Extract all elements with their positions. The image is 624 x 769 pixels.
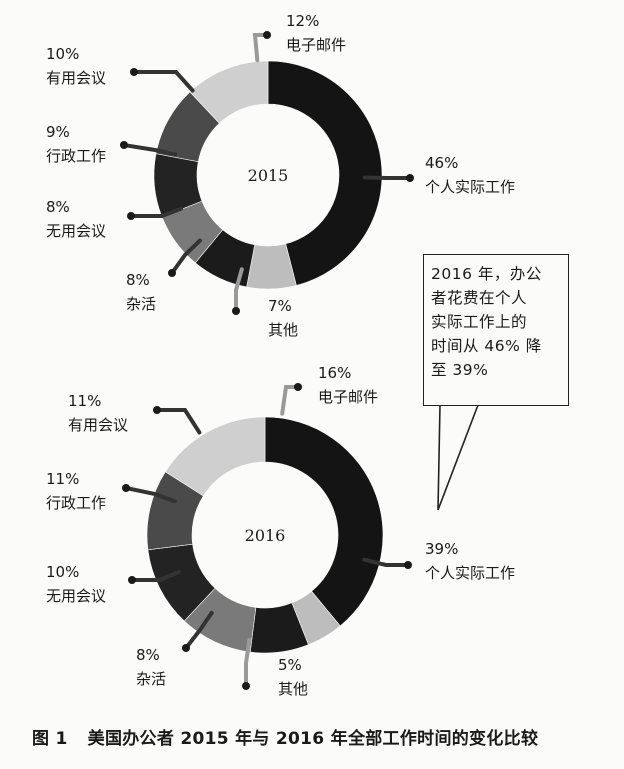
donut-slice	[164, 416, 266, 497]
donut-center-label: 2016	[245, 526, 286, 545]
callout-line: 时间从 46% 降	[431, 337, 542, 355]
callout-box: 2016 年，办公 者花费在个人 实际工作上的 时间从 46% 降 至 39%	[423, 254, 569, 406]
donut-slice	[264, 416, 384, 627]
slice-percent-label: 9%	[46, 123, 70, 141]
donut-charts: 2015 46% 个人实际工作 7% 其他 8% 杂活 8% 无用会议 9% 行政工作 10% 有用会议…	[46, 12, 515, 698]
slice-percent-label: 8%	[136, 646, 160, 664]
leader-line	[132, 70, 195, 93]
slice-percent-label: 10%	[46, 45, 79, 63]
slice-category-label: 无用会议	[46, 587, 106, 605]
leader-line	[244, 638, 252, 688]
leader-line	[362, 557, 410, 567]
leader-line	[155, 408, 202, 435]
slice-category-label: 杂活	[136, 670, 166, 688]
slice-category-label: 有用会议	[46, 69, 106, 87]
slice-percent-label: 11%	[46, 470, 79, 488]
slice-category-label: 行政工作	[46, 147, 106, 165]
leader-dot	[406, 174, 414, 182]
donut-slice	[189, 60, 269, 124]
leader-dot	[232, 307, 240, 315]
leader-dot	[153, 406, 161, 414]
slice-percent-label: 5%	[278, 656, 302, 674]
callout-line: 至 39%	[431, 361, 489, 379]
leader-line	[184, 610, 214, 650]
slice-percent-label: 16%	[318, 364, 351, 382]
slice-category-label: 电子邮件	[286, 36, 346, 54]
figure-caption: 图 1 美国办公者 2015 年与 2016 年全部工作时间的变化比较	[32, 724, 612, 749]
leader-line	[170, 238, 202, 275]
leader-dot	[168, 269, 176, 277]
leader-line	[234, 267, 244, 313]
slice-percent-label: 10%	[46, 563, 79, 581]
figure-number: 图 1	[32, 729, 68, 749]
callout-line: 2016 年，办公	[431, 265, 542, 283]
donut-chart-2015: 2015 46% 个人实际工作 7% 其他 8% 杂活 8% 无用会议 9% 行政工作 10% 有用会议…	[46, 12, 515, 339]
slice-category-label: 有用会议	[68, 416, 128, 434]
slice-category-label: 个人实际工作	[425, 178, 515, 196]
donut-chart-2016: 2016 39% 个人实际工作 5% 其他 8% 杂活 10% 无用会议 11% 行政工作 11% 有用…	[46, 364, 515, 698]
slice-category-label: 电子邮件	[318, 388, 378, 406]
donut-slice	[267, 60, 383, 286]
leader-dot	[294, 383, 302, 391]
leader-dot	[120, 141, 128, 149]
slice-percent-label: 7%	[268, 297, 292, 315]
caption-text: 美国办公者 2015 年与 2016 年全部工作时间的变化比较	[87, 729, 539, 749]
slice-percent-label: 11%	[68, 392, 101, 410]
slice-percent-label: 8%	[126, 271, 150, 289]
slice-percent-label: 12%	[286, 12, 319, 30]
leader-line	[129, 206, 184, 218]
leader-line	[130, 569, 181, 582]
slice-category-label: 杂活	[126, 295, 156, 313]
leader-dot	[122, 484, 130, 492]
slice-category-label: 个人实际工作	[425, 564, 515, 582]
slice-category-label: 其他	[278, 680, 308, 698]
slice-category-label: 其他	[268, 321, 298, 339]
slice-percent-label: 46%	[425, 154, 458, 172]
leader-line	[124, 486, 177, 504]
donut-center-label: 2015	[248, 166, 289, 185]
leader-dot	[130, 68, 138, 76]
callout-line: 实际工作上的	[431, 313, 528, 331]
slice-category-label: 行政工作	[46, 494, 106, 512]
leader-dot	[128, 576, 136, 584]
leader-dot	[404, 561, 412, 569]
leader-dot	[263, 31, 271, 39]
leader-line	[362, 175, 412, 180]
slice-percent-label: 8%	[46, 198, 70, 216]
callout-line: 者花费在个人	[431, 289, 528, 307]
slice-category-label: 无用会议	[46, 222, 106, 240]
slice-percent-label: 39%	[425, 540, 458, 558]
leader-dot	[182, 644, 190, 652]
leader-dot	[242, 682, 250, 690]
leader-line	[122, 143, 178, 157]
leader-dot	[127, 212, 135, 220]
